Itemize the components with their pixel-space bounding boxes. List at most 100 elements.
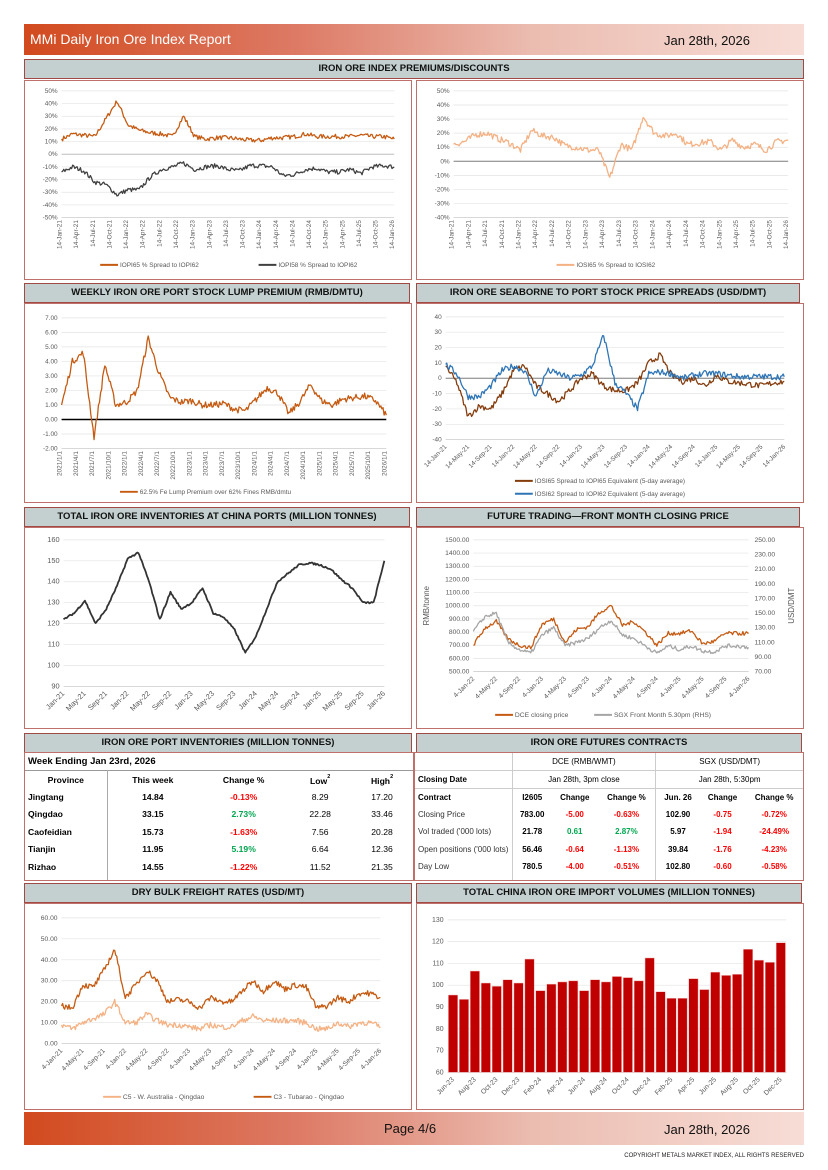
x-tick-label: 2024/4/1 bbox=[268, 451, 275, 476]
x-tick-label: Feb-24 bbox=[523, 1076, 544, 1097]
legend-label: IOPI58 % Spread to IOPI62 bbox=[278, 262, 357, 269]
x-tick-label: May-23 bbox=[192, 689, 216, 713]
sgx-closing-date: Jan 28th, 5:30pm bbox=[698, 774, 761, 784]
x-tick-label: 14-Sep-24 bbox=[671, 443, 697, 469]
iopi-spread-svg: -50% -40% -30% -20% -10% 0% 10% 20% 30% 40% 50% 14-… bbox=[43, 88, 397, 269]
x-tick-label: 14-Jul-23 bbox=[223, 220, 230, 247]
province-cell: Rizhao bbox=[25, 858, 108, 876]
y-tick-label: 500.00 bbox=[449, 669, 470, 676]
dce-value: 780.5 bbox=[522, 862, 543, 872]
y-tick-label: 70 bbox=[436, 1048, 444, 1055]
province-cell: Jingtang bbox=[25, 788, 108, 806]
table-row: Vol traded ('000 lots) 21.78 0.61 2.87% 5.97… bbox=[415, 823, 803, 841]
change-cell: 1.11% bbox=[198, 876, 289, 880]
x-tick-label: 2023/4/1 bbox=[203, 451, 210, 476]
import-bar bbox=[655, 991, 666, 1073]
y2-tick-label: 110.00 bbox=[755, 639, 775, 646]
dce-contract: I2605 bbox=[522, 792, 543, 802]
section-title-futures: FUTURE TRADING—FRONT MONTH CLOSING PRICE bbox=[416, 507, 800, 527]
import-bar bbox=[480, 982, 491, 1073]
row-label: Closing Price bbox=[415, 805, 513, 823]
y-tick-label: 10% bbox=[45, 139, 58, 146]
x-tick-label: 14-Jul-24 bbox=[289, 220, 296, 247]
y-tick-label: 120 bbox=[47, 619, 59, 628]
series-line bbox=[60, 335, 387, 441]
y-tick-label: 0 bbox=[438, 375, 442, 382]
x-tick-label: Jan-23 bbox=[172, 689, 194, 711]
x-tick-label: 2024/10/1 bbox=[300, 451, 307, 480]
import-bar bbox=[754, 959, 764, 1073]
dce-value: 783.00 bbox=[519, 809, 545, 819]
series-line bbox=[60, 949, 381, 1011]
x-tick-label: Sep-25 bbox=[343, 689, 366, 712]
y-tick-label: 110 bbox=[433, 960, 444, 967]
y-tick-label: 1000.00 bbox=[445, 603, 470, 610]
y2-tick-label: 170.00 bbox=[755, 595, 776, 602]
x-tick-label: 14-Oct-22 bbox=[173, 220, 180, 249]
y-tick-label: 0.00 bbox=[45, 416, 58, 423]
x-tick-label: Oct-23 bbox=[480, 1076, 500, 1096]
x-tick-label: 4-Sep-22 bbox=[146, 1047, 171, 1072]
section-title-freight: DRY BULK FREIGHT RATES (USD/MT) bbox=[24, 883, 412, 903]
col-high-label: High bbox=[370, 775, 391, 786]
import-bar bbox=[469, 970, 480, 1073]
x-tick-label: 2021/1/1 bbox=[57, 451, 64, 476]
x-tick-label: Aug-23 bbox=[457, 1076, 478, 1097]
x-tick-label: 14-Oct-21 bbox=[499, 220, 506, 249]
contract-label: Contract bbox=[415, 788, 513, 806]
x-tick-label: 2023/1/1 bbox=[186, 451, 193, 476]
province-cell: Qingdao bbox=[25, 805, 108, 823]
this-week-cell: 14.55 bbox=[142, 861, 164, 872]
series-line bbox=[445, 352, 785, 418]
x-tick-label: 14-Apr-23 bbox=[599, 220, 606, 249]
y-tick-label: 120 bbox=[432, 939, 444, 946]
y-tick-label: 80 bbox=[436, 1026, 444, 1033]
y-tick-label: 100 bbox=[47, 660, 59, 669]
x-tick-label: 14-May-25 bbox=[715, 443, 742, 470]
x-tick-label: 14-Jan-26 bbox=[762, 443, 788, 469]
series-line bbox=[60, 998, 381, 1032]
import-bar bbox=[677, 998, 688, 1073]
col-change: Change % bbox=[222, 774, 265, 785]
series-line bbox=[473, 604, 749, 650]
y-axis-title: RMB/tonne bbox=[422, 585, 431, 625]
import-bar bbox=[459, 999, 469, 1073]
legend-label: SGX Front Month 5.30pm (RHS) bbox=[614, 712, 711, 719]
x-tick-label: 4-May-21 bbox=[61, 1047, 86, 1072]
x-tick-label: 14-Oct-23 bbox=[240, 220, 247, 249]
y-tick-label: -1.00 bbox=[43, 431, 58, 438]
import-bar bbox=[775, 942, 786, 1073]
x-tick-label: 14-Apr-25 bbox=[339, 220, 346, 249]
dce-change: -4.00 bbox=[565, 862, 584, 872]
row-label: Day High bbox=[415, 875, 513, 880]
sgx-value: 39.84 bbox=[668, 844, 689, 854]
x-tick-label: 4-Sep-22 bbox=[498, 675, 523, 700]
sgx-change-pct-header: Change % bbox=[754, 792, 794, 802]
x-tick-label: 2025/1/1 bbox=[316, 451, 323, 476]
y-tick-label: 90 bbox=[436, 1004, 444, 1011]
table-row: Rizhao 14.55 -1.22% 11.52 21.35 bbox=[25, 858, 413, 876]
x-tick-label: 14-Sep-22 bbox=[535, 443, 561, 469]
y-tick-label: 1200.00 bbox=[445, 576, 470, 583]
import-bar bbox=[601, 981, 611, 1073]
inventory-chart: 90 100 110 120 130 140 150 160 Jan-21 May-21 Sep-2… bbox=[24, 527, 412, 729]
import-bar bbox=[546, 983, 557, 1073]
section-title-imports: TOTAL CHINA IRON ORE IMPORT VOLUMES (MIL… bbox=[416, 883, 802, 903]
x-tick-label: Jan-21 bbox=[44, 689, 66, 711]
x-tick-label: 14-May-22 bbox=[512, 443, 539, 470]
x-tick-label: 4-May-23 bbox=[188, 1047, 213, 1072]
x-tick-label: Jan-22 bbox=[108, 689, 130, 711]
high-cell: 21.35 bbox=[371, 861, 393, 872]
x-tick-label: May-24 bbox=[256, 689, 280, 713]
sgx-change: -0.45 bbox=[700, 876, 746, 881]
x-tick-label: 14-Jul-22 bbox=[549, 220, 556, 247]
x-tick-label: 14-Oct-21 bbox=[106, 220, 113, 249]
y-tick-label: 4.00 bbox=[45, 358, 58, 365]
x-tick-label: 4-May-23 bbox=[543, 675, 568, 700]
x-tick-label: 14-Apr-24 bbox=[273, 220, 280, 249]
x-tick-label: Sep-22 bbox=[150, 689, 173, 712]
x-tick-label: 2026/1/1 bbox=[381, 451, 388, 476]
futures-svg: 500.00 600.00 700.00 800.00 900.00 1000.00 110… bbox=[422, 537, 796, 719]
y-tick-label: 20 bbox=[435, 345, 443, 352]
low-cell: 8.29 bbox=[311, 791, 329, 802]
